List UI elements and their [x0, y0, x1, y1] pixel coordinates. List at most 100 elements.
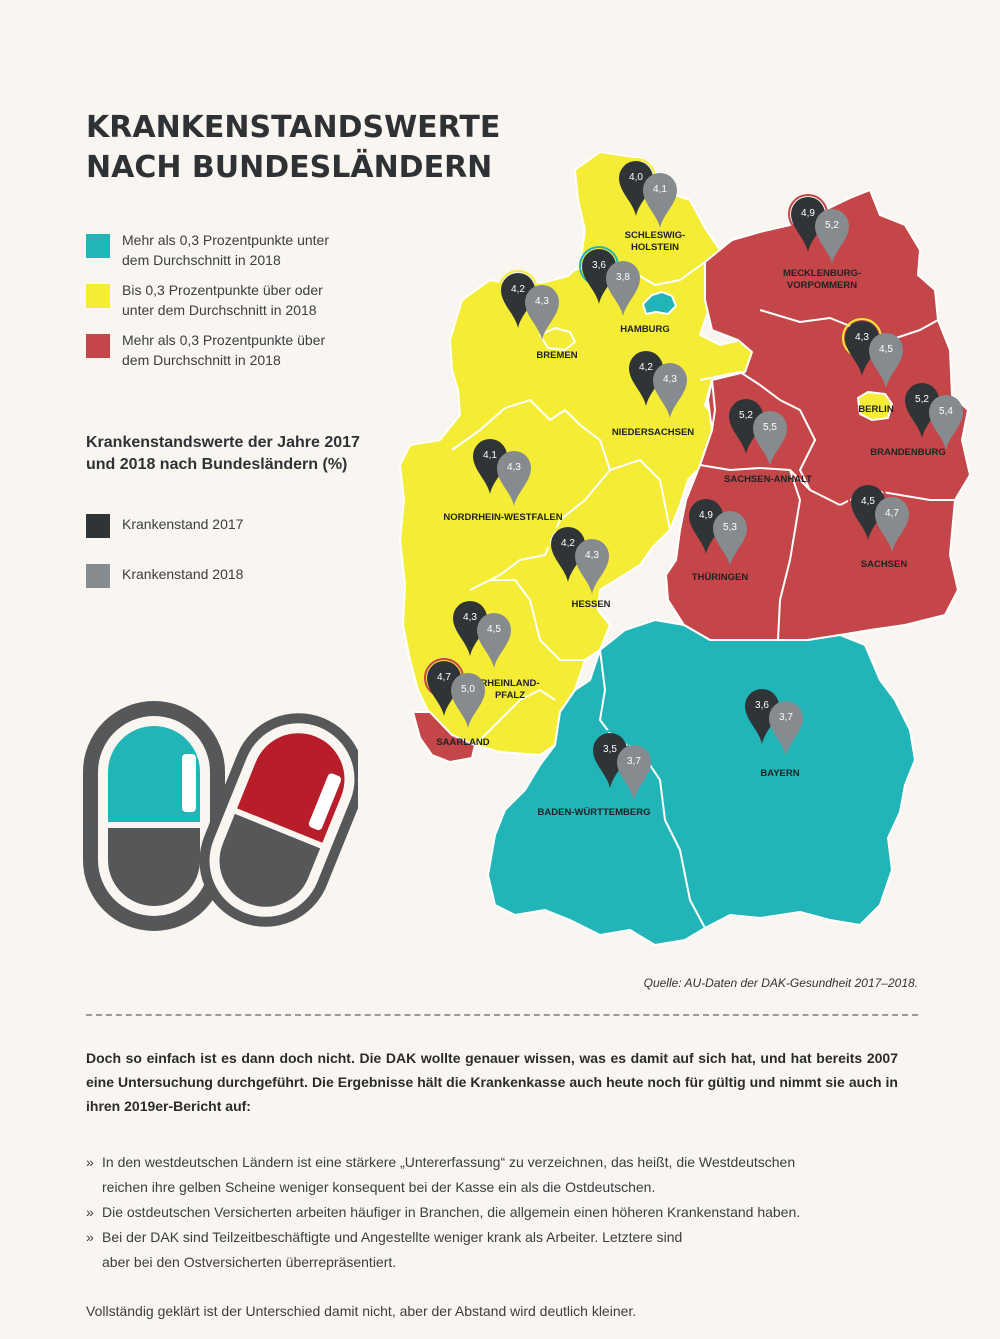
legend-swatch-2017: [86, 514, 110, 538]
pin-2017-value: 4,9: [801, 208, 815, 219]
pin-2017-shape: [629, 351, 663, 406]
pin-2017-shape: [745, 689, 779, 744]
pin-2018-shape: [643, 173, 677, 228]
title-line-1: KRANKENSTANDSWERTE: [86, 110, 501, 145]
pin-2018-value: 4,3: [663, 374, 677, 385]
legend-label-2018: Krankenstand 2018: [122, 566, 244, 582]
pin-2018-shape: [477, 613, 511, 668]
pin-2018-shape: [653, 363, 687, 418]
pin-2017-value: 3,6: [755, 700, 769, 711]
teal-capsule-icon: [83, 701, 225, 931]
state-label: HOLSTEIN: [631, 242, 679, 253]
state-label: BAYERN: [760, 768, 799, 779]
source-note: Quelle: AU-Daten der DAK-Gesundheit 2017…: [643, 976, 918, 990]
pin-2018-value: 3,7: [779, 712, 793, 723]
pin-2018-value: 5,4: [939, 406, 953, 417]
reason-list: » In den westdeutschen Ländern ist eine …: [86, 1150, 806, 1275]
state-label: RHEINLAND-: [480, 678, 539, 689]
pin-2017-value: 4,1: [483, 450, 497, 461]
state-label: SCHLESWIG-: [625, 230, 686, 241]
pin-2018-value: 5,5: [763, 422, 777, 433]
legend-item-2018: Krankenstand 2018: [86, 560, 352, 588]
pin-2017-value: 4,9: [699, 510, 713, 521]
state-label: MECKLENBURG-: [783, 268, 861, 279]
border-th-sn: [777, 469, 801, 641]
bullet-mark: »: [86, 1154, 94, 1170]
red-capsule-icon: [199, 713, 358, 927]
closing-paragraph: Vollständig geklärt ist der Unterschied …: [86, 1303, 637, 1319]
pin-2018: 3,7: [769, 701, 803, 756]
pin-2017-value: 4,2: [639, 362, 653, 373]
state-pins: 4,0 4,1 4,9 5,2 3,6 3,8 4,2 4,3 4,2 4,3 4,3 4,5 5,2 5…: [424, 158, 963, 800]
reason-item-3: » Bei der DAK sind Teilzeitbeschäftigte …: [86, 1225, 806, 1275]
reason-2-line-1: Die ostdeutschen Versicherten arbeiten h…: [102, 1204, 801, 1220]
legend-label-near: Bis 0,3 Prozentpunkte über oder unter de…: [122, 282, 323, 318]
legend-item-above: Mehr als 0,3 Prozentpunkte über dem Durc…: [86, 330, 352, 370]
state-label: SACHSEN-ANHALT: [724, 474, 812, 485]
legend-item-near: Bis 0,3 Prozentpunkte über oder unter de…: [86, 280, 352, 320]
reason-item-1: » In den westdeutschen Ländern ist eine …: [86, 1150, 806, 1200]
pin-2018-shape: [713, 511, 747, 566]
state-label: BERLIN: [858, 404, 894, 415]
map-region-bremen-island: [539, 327, 576, 351]
reason-item-2: » Die ostdeutschen Versicherten arbeiten…: [86, 1200, 806, 1225]
border-st-bb: [699, 371, 841, 506]
pin-2017-value: 5,2: [739, 410, 753, 421]
pin-2018-value: 5,2: [825, 220, 839, 231]
map-region-saarland: [412, 711, 476, 763]
border-nrw-he: [469, 459, 671, 591]
state-labels: SCHLESWIG-HOLSTEIN MECKLENBURG-VORPOMMERN…: [436, 230, 945, 818]
pin-2017-value: 5,2: [915, 394, 929, 405]
pin-2018: 4,1: [643, 173, 677, 228]
state-label: HESSEN: [571, 599, 610, 610]
state-label: THÜRINGEN: [692, 572, 749, 583]
pin-2018: 5,5: [753, 411, 787, 466]
reason-1-line-1: In den westdeutschen Ländern ist eine st…: [102, 1154, 796, 1170]
pin-2017-value: 3,5: [603, 744, 617, 755]
pin-2018-shape: [753, 411, 787, 466]
border-ni-st: [699, 379, 716, 466]
legend-swatch-above: [86, 334, 110, 358]
reason-3-line-1: Bei der DAK sind Teilzeitbeschäftigte un…: [102, 1229, 683, 1245]
state-label: SACHSEN: [861, 559, 908, 570]
pin-2018-value: 4,3: [507, 462, 521, 473]
pin-2018: 4,3: [497, 451, 531, 506]
pin-2017-value: 4,3: [463, 612, 477, 623]
pin-2017-shape: [593, 733, 627, 788]
map-region-below-south: [487, 619, 916, 946]
bullet-mark: »: [86, 1204, 94, 1220]
pin-2018: 3,7: [617, 745, 651, 800]
pin-2017-value: 4,5: [861, 496, 875, 507]
pin-2018-shape: [525, 285, 559, 340]
legend-label-above: Mehr als 0,3 Prozentpunkte über dem Durc…: [122, 332, 326, 368]
legend-label-2017: Krankenstand 2017: [122, 516, 244, 532]
pin-2018-shape: [575, 539, 609, 594]
pin-2018: 3,8: [606, 261, 640, 316]
map-region-hamburg: [642, 291, 677, 315]
pin-2018: 5,2: [815, 209, 849, 264]
state-label: NIEDERSACHSEN: [612, 427, 694, 438]
series-heading: Krankenstandswerte der Jahre 2017 und 20…: [86, 434, 360, 473]
pin-2017-shape: [729, 399, 763, 454]
state-label: VORPOMMERN: [787, 280, 857, 291]
state-label: HAMBURG: [620, 324, 670, 335]
legend-label-below: Mehr als 0,3 Prozentpunkte unter dem Dur…: [122, 232, 330, 268]
pin-2017-shape: [791, 197, 825, 252]
pin-2018: 4,7: [875, 497, 909, 552]
state-shapes: [399, 151, 971, 946]
pin-2018-value: 4,5: [879, 344, 893, 355]
border-rp-bw: [474, 689, 556, 746]
border-ni-nrw: [451, 399, 611, 471]
border-he-rp: [490, 579, 585, 661]
pin-2018-shape: [815, 209, 849, 264]
pin-2018-shape: [869, 333, 903, 388]
reason-3-line-2: aber bei den Ostversicherten überrepräse…: [102, 1254, 397, 1270]
pin-2018: 4,3: [575, 539, 609, 594]
pin-2018: 4,5: [869, 333, 903, 388]
pin-2018-shape: [497, 451, 531, 506]
pin-2017-shape: [582, 249, 616, 304]
pin-2018: 5,0: [451, 673, 485, 728]
pin-2018-value: 4,5: [487, 624, 501, 635]
pin-2018-shape: [617, 745, 651, 800]
